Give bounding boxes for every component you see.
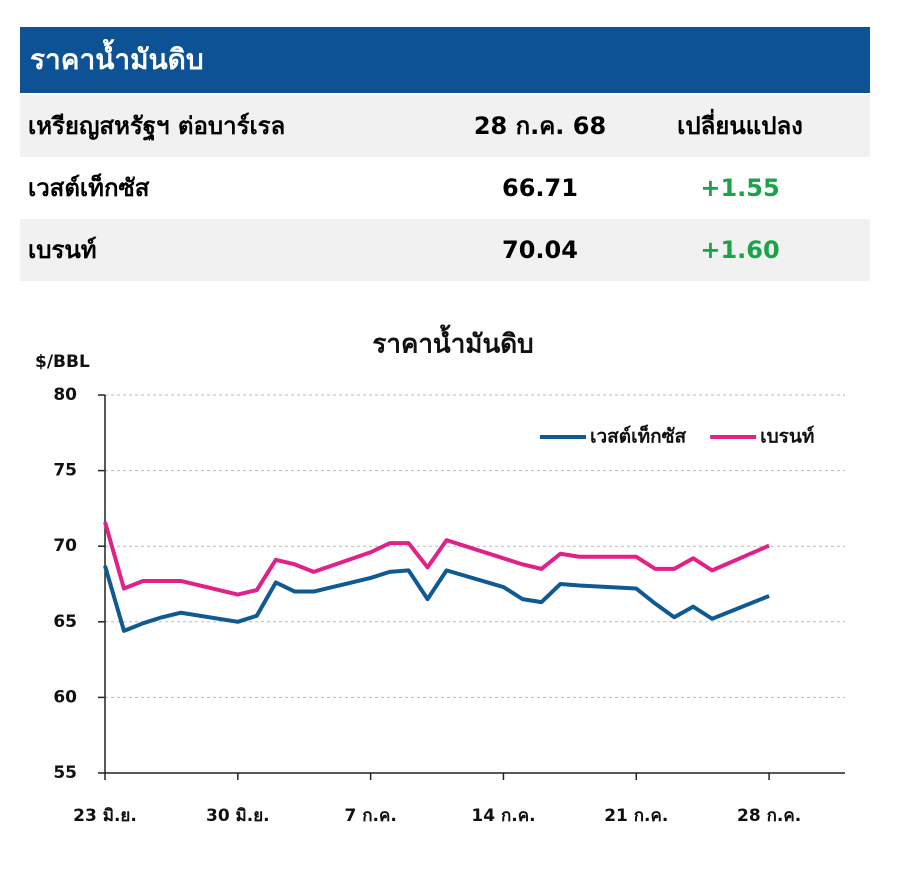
x-tick-label: 21 ก.ค. xyxy=(604,806,668,826)
x-tick-label: 30 มิ.ย. xyxy=(206,806,270,826)
table-header: เหรียญสหรัฐฯ ต่อบาร์เรล 28 ก.ค. 68 เปลี่… xyxy=(20,95,870,157)
series-line xyxy=(103,565,770,633)
legend-label: เบรนท์ xyxy=(760,426,814,448)
y-tick-label: 65 xyxy=(53,612,77,632)
header-title: ราคาน้ำมันดิบ xyxy=(20,27,870,93)
cell: 70.04 xyxy=(502,236,578,264)
table-row: เบรนท์ 70.04 +1.60 xyxy=(20,219,870,281)
cell: +1.55 xyxy=(700,174,780,202)
x-tick-label: 28 ก.ค. xyxy=(737,806,801,826)
chart-title: ราคาน้ำมันดิบ xyxy=(372,324,533,360)
chart: ราคาน้ำมันดิบ $/BBL 80 75 70 65 60 55 23 มิ.ย.… xyxy=(35,324,845,826)
x-tick-label: 14 ก.ค. xyxy=(471,806,535,826)
y-axis-label: $/BBL xyxy=(35,352,90,372)
x-tick-label: 23 มิ.ย. xyxy=(73,806,137,826)
cell: 66.71 xyxy=(502,174,578,202)
column-header: เปลี่ยนแปลง xyxy=(677,112,803,140)
cell: เบรนท์ xyxy=(28,236,97,264)
cell: +1.60 xyxy=(700,236,780,264)
y-tick-label: 55 xyxy=(53,763,77,783)
y-tick-label: 60 xyxy=(53,687,77,707)
y-tick-label: 70 xyxy=(53,536,77,556)
column-header: 28 ก.ค. 68 xyxy=(473,112,607,140)
column-header: เหรียญสหรัฐฯ ต่อบาร์เรล xyxy=(28,112,286,140)
y-tick-label: 80 xyxy=(53,385,77,405)
table-row: เวสต์เท็กซัส 66.71 +1.55 xyxy=(20,157,870,219)
legend-label: เวสต์เท็กซัส xyxy=(590,424,687,448)
series-line xyxy=(103,521,770,597)
x-tick-label: 7 ก.ค. xyxy=(344,806,396,826)
cell: เวสต์เท็กซัส xyxy=(28,174,150,202)
y-tick-label: 75 xyxy=(53,461,77,481)
